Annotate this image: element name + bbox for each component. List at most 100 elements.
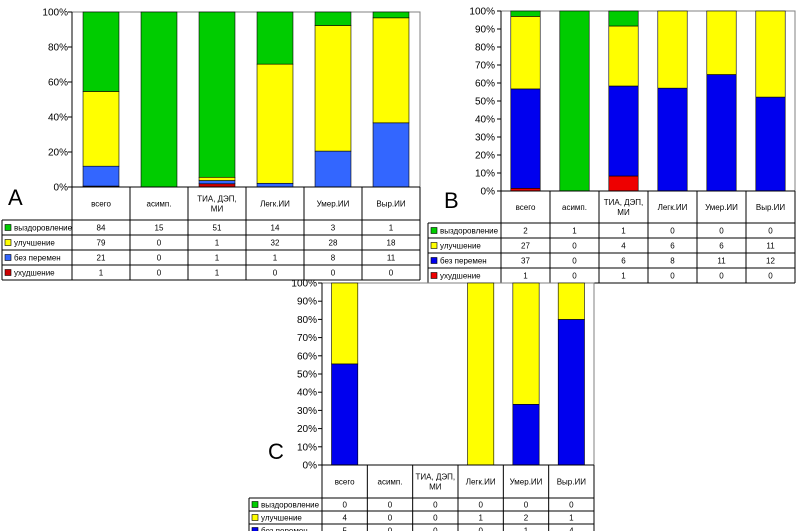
legend-swatch [251,527,259,531]
y-tick-label: 0% [54,183,69,194]
data-cell: 37 [521,257,530,266]
data-cell: 2 [524,514,529,523]
data-cell: 6 [621,257,626,266]
data-cell: 0 [719,272,724,281]
data-cell: 1 [524,527,529,531]
bar-segment [608,85,639,177]
legend-swatch [4,224,12,231]
data-cell: 11 [766,242,775,251]
data-cell: 0 [572,242,577,251]
y-tick-label: 50% [297,370,317,381]
data-cell: 0 [569,501,574,510]
y-tick-label: 70% [297,333,317,344]
bar-segment [256,182,294,188]
y-tick-label: 90% [475,25,495,36]
bar-segment [657,87,688,192]
data-cell: 0 [433,501,438,510]
category-label: всего [91,200,111,209]
bar-segment [510,10,541,17]
data-cell: 0 [388,501,393,510]
bar-segment [608,25,639,87]
data-cell: 12 [766,257,775,266]
category-label: Выр.ИИ [756,203,786,212]
data-cell: 0 [719,227,724,236]
category-label: Легк.ИИ [466,478,496,487]
y-tick-label: 20% [48,148,68,159]
data-cell: 6 [719,242,724,251]
data-cell: 28 [329,239,338,248]
data-cell: 3 [331,224,336,233]
y-tick-label: 20% [475,151,495,162]
bar-segment [314,25,352,152]
bar-segment [372,17,410,124]
legend-swatch [430,257,438,264]
legend-label: без перемен [261,527,308,531]
data-cell: 8 [331,254,336,263]
data-cell: 1 [621,227,626,236]
data-cell: 0 [478,527,483,531]
chart-panel-b: 0% 10% 20% 30% 40% 50% 60% 70% 80% 90% 100% всего ас… [427,7,796,284]
data-cell: 0 [157,239,162,248]
data-cell: 0 [524,501,529,510]
bar-segment [331,363,359,466]
bar-segment [512,404,540,466]
data-cell: 0 [157,269,162,278]
bar-segment [559,10,590,192]
bar-segment [755,96,786,192]
data-cell: 1 [99,269,104,278]
y-tick-label: 90% [297,297,317,308]
y-tick-label: 70% [475,61,495,72]
data-cell: 0 [388,514,393,523]
category-label: ТИА, ДЭП, МИ [416,473,456,492]
data-cell: 1 [569,514,574,523]
y-tick-label: 30% [475,133,495,144]
legend-swatch [430,272,438,279]
bar-segment [331,282,359,365]
legend-label: без перемен [440,257,487,266]
data-cell: 1 [389,224,394,233]
legend-swatch [430,227,438,234]
y-tick-label: 80% [475,43,495,54]
legend-label: выздоровление [261,501,320,510]
legend-label: ухудшение [440,272,481,281]
category-label: асимп. [562,203,587,212]
legend-label: улучшение [440,242,481,251]
bar-segment [557,282,585,320]
plot-area [500,10,796,192]
category-label: Выр.ИИ [376,200,406,209]
data-cell: 0 [572,272,577,281]
bar-segment [256,11,294,65]
y-tick-label: 10% [297,442,317,453]
data-cell: 11 [717,257,726,266]
panel-letter: C [268,439,284,464]
y-tick-label: 60% [475,79,495,90]
data-cell: 84 [97,224,106,233]
y-tick-label: 10% [475,169,495,180]
category-label: Умер.ИИ [510,478,543,487]
legend-swatch [4,239,12,246]
legend-swatch [251,501,259,508]
data-cell: 0 [389,269,394,278]
data-cell: 1 [478,514,483,523]
data-cell: 0 [388,527,393,531]
data-cell: 0 [478,501,483,510]
data-cell: 0 [433,514,438,523]
legend-label: улучшение [14,239,55,248]
bar-segment [557,319,585,466]
chart-panel-a: 0% 20% 40% 60% 80% 100% всего асимп. ТИА, ДЭП, МИ… [1,8,421,281]
bar-segment [372,122,410,188]
data-cell: 1 [572,227,577,236]
data-cell: 0 [342,501,347,510]
y-tick-label: 60% [48,78,68,89]
bar-segment [256,63,294,184]
data-cell: 1 [273,254,278,263]
legend-label: ухудшение [14,269,55,278]
bar-segment [510,16,541,90]
y-tick-label: 100% [291,279,317,290]
category-label: асимп. [147,200,172,209]
data-cell: 4 [569,527,574,531]
y-tick-label: 20% [297,424,317,435]
data-cell: 21 [97,254,106,263]
bar-segment [608,10,639,27]
